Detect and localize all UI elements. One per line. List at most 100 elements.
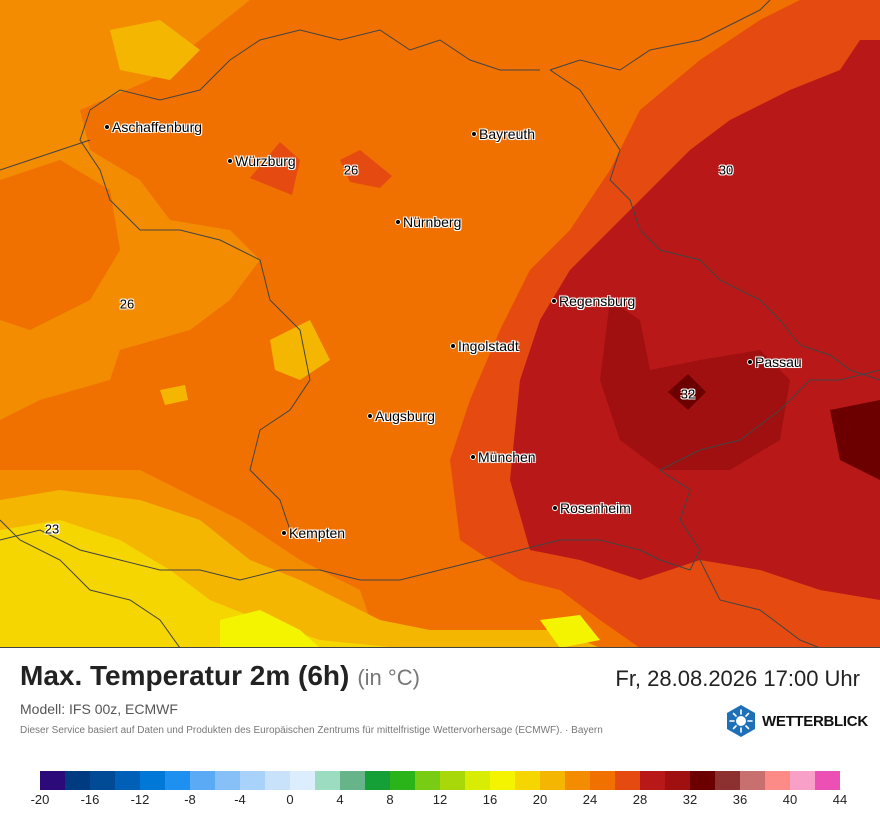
temp-zone-26-west [0, 160, 120, 330]
city-dot [747, 359, 753, 365]
map-title: Max. Temperatur 2m (6h) (in °C) [20, 660, 420, 692]
temp-spot-28-wuerzburg [250, 142, 300, 195]
legend-swatch [440, 771, 465, 790]
legend-tick-label: 24 [582, 792, 598, 807]
temp-zone-22-north [110, 20, 200, 80]
legend-tick-label: 32 [682, 792, 698, 807]
legend-swatch [665, 771, 690, 790]
legend-swatch [90, 771, 115, 790]
city-label: Regensburg [559, 293, 636, 309]
legend-swatch [640, 771, 665, 790]
legend-swatch [715, 771, 740, 790]
legend-tick-label: 0 [286, 792, 294, 807]
legend-swatch [290, 771, 315, 790]
temp-zone-22-mid [270, 320, 330, 380]
legend-swatch [490, 771, 515, 790]
city-dot [470, 454, 476, 460]
legend-swatch [340, 771, 365, 790]
city-aschaffenburg: Aschaffenburg [104, 119, 202, 135]
legend-tick-label: -16 [80, 792, 100, 807]
temperature-map: Aschaffenburg Würzburg Bayreuth Nürnberg… [0, 0, 880, 648]
city-dot [104, 124, 110, 130]
wetterblick-logo[interactable]: WETTERBLICK [724, 704, 868, 738]
footer: Max. Temperatur 2m (6h) (in °C) Fr, 28.08… [0, 648, 880, 830]
city-dot [395, 219, 401, 225]
city-augsburg: Augsburg [367, 408, 435, 424]
legend-tick-label: 4 [336, 792, 344, 807]
legend-swatch [165, 771, 190, 790]
unit-text: (in °C) [357, 665, 420, 690]
city-dot [227, 158, 233, 164]
city-label: Rosenheim [560, 500, 631, 516]
color-legend [40, 771, 840, 790]
city-kempten: Kempten [281, 525, 345, 541]
legend-tick-label: 28 [632, 792, 648, 807]
legend-swatch [415, 771, 440, 790]
city-nuernberg: Nürnberg [395, 214, 461, 230]
temp-zone-32 [668, 374, 706, 410]
legend-tick-label: 20 [532, 792, 548, 807]
legend-swatch [215, 771, 240, 790]
legend-swatch [790, 771, 815, 790]
legend-tick-label: 40 [782, 792, 798, 807]
legend-swatch [765, 771, 790, 790]
legend-tick-label: 12 [432, 792, 448, 807]
border-south-east [699, 559, 819, 647]
border-switzerland [0, 519, 180, 647]
temp-label: 23 [44, 521, 60, 537]
temp-spot-28-north [340, 150, 392, 188]
legend-ticks: -20 -16 -12 -8 -4 0 4 8 12 16 20 24 28 32 36 40 44 [31, 792, 848, 808]
city-dot [367, 413, 373, 419]
legend-tick-label: -8 [184, 792, 196, 807]
legend-tick-label: 16 [482, 792, 498, 807]
city-dot [551, 298, 557, 304]
legend-swatch [40, 771, 65, 790]
legend-swatch [390, 771, 415, 790]
temp-zone-30 [510, 40, 880, 600]
city-dot [450, 343, 456, 349]
disclaimer: Dieser Service basiert auf Daten und Pro… [20, 725, 603, 736]
temp-label: 26 [343, 162, 359, 178]
legend-swatch [365, 771, 390, 790]
legend-swatch [465, 771, 490, 790]
legend-tick-label: 44 [832, 792, 848, 807]
model-info: Modell: IFS 00z, ECMWF [20, 701, 178, 717]
city-label: Ingolstadt [458, 338, 519, 354]
city-regensburg: Regensburg [551, 293, 635, 309]
legend-swatch [190, 771, 215, 790]
temp-label: 32 [680, 386, 696, 402]
legend-swatch [140, 771, 165, 790]
temp-zone-18-south [220, 610, 319, 647]
border-hesse [0, 139, 91, 171]
sun-snowflake-hexagon-icon [727, 705, 755, 737]
city-bayreuth: Bayreuth [471, 126, 535, 142]
legend-swatch [540, 771, 565, 790]
forecast-datetime: Fr, 28.08.2026 17:00 Uhr [615, 666, 860, 691]
border-bw [79, 109, 311, 531]
border-austria [0, 369, 880, 581]
city-label: Bayreuth [479, 126, 536, 142]
city-ingolstadt: Ingolstadt [450, 338, 519, 354]
city-dot [281, 530, 287, 536]
city-dot [471, 131, 477, 137]
border-thuringia [89, 29, 540, 111]
temp-label: 30 [718, 162, 734, 178]
border-north-east [549, 0, 771, 71]
legend-swatch [615, 771, 640, 790]
city-label: München [478, 449, 536, 465]
temp-label: 26 [119, 296, 135, 312]
legend-tick-label: -20 [30, 792, 50, 807]
legend-tick-label: 36 [732, 792, 748, 807]
temp-zone-32-east [830, 400, 880, 480]
city-passau: Passau [747, 354, 802, 370]
city-muenchen: München [470, 449, 536, 465]
temp-zone-18-south-east [540, 615, 600, 647]
city-label: Nürnberg [403, 214, 462, 230]
city-dot [552, 505, 558, 511]
city-wuerzburg: Würzburg [227, 153, 296, 169]
legend-swatch [815, 771, 840, 790]
legend-swatch [240, 771, 265, 790]
temperature-field [0, 0, 880, 647]
legend-swatch [590, 771, 615, 790]
temp-zone-20-south [0, 520, 390, 647]
